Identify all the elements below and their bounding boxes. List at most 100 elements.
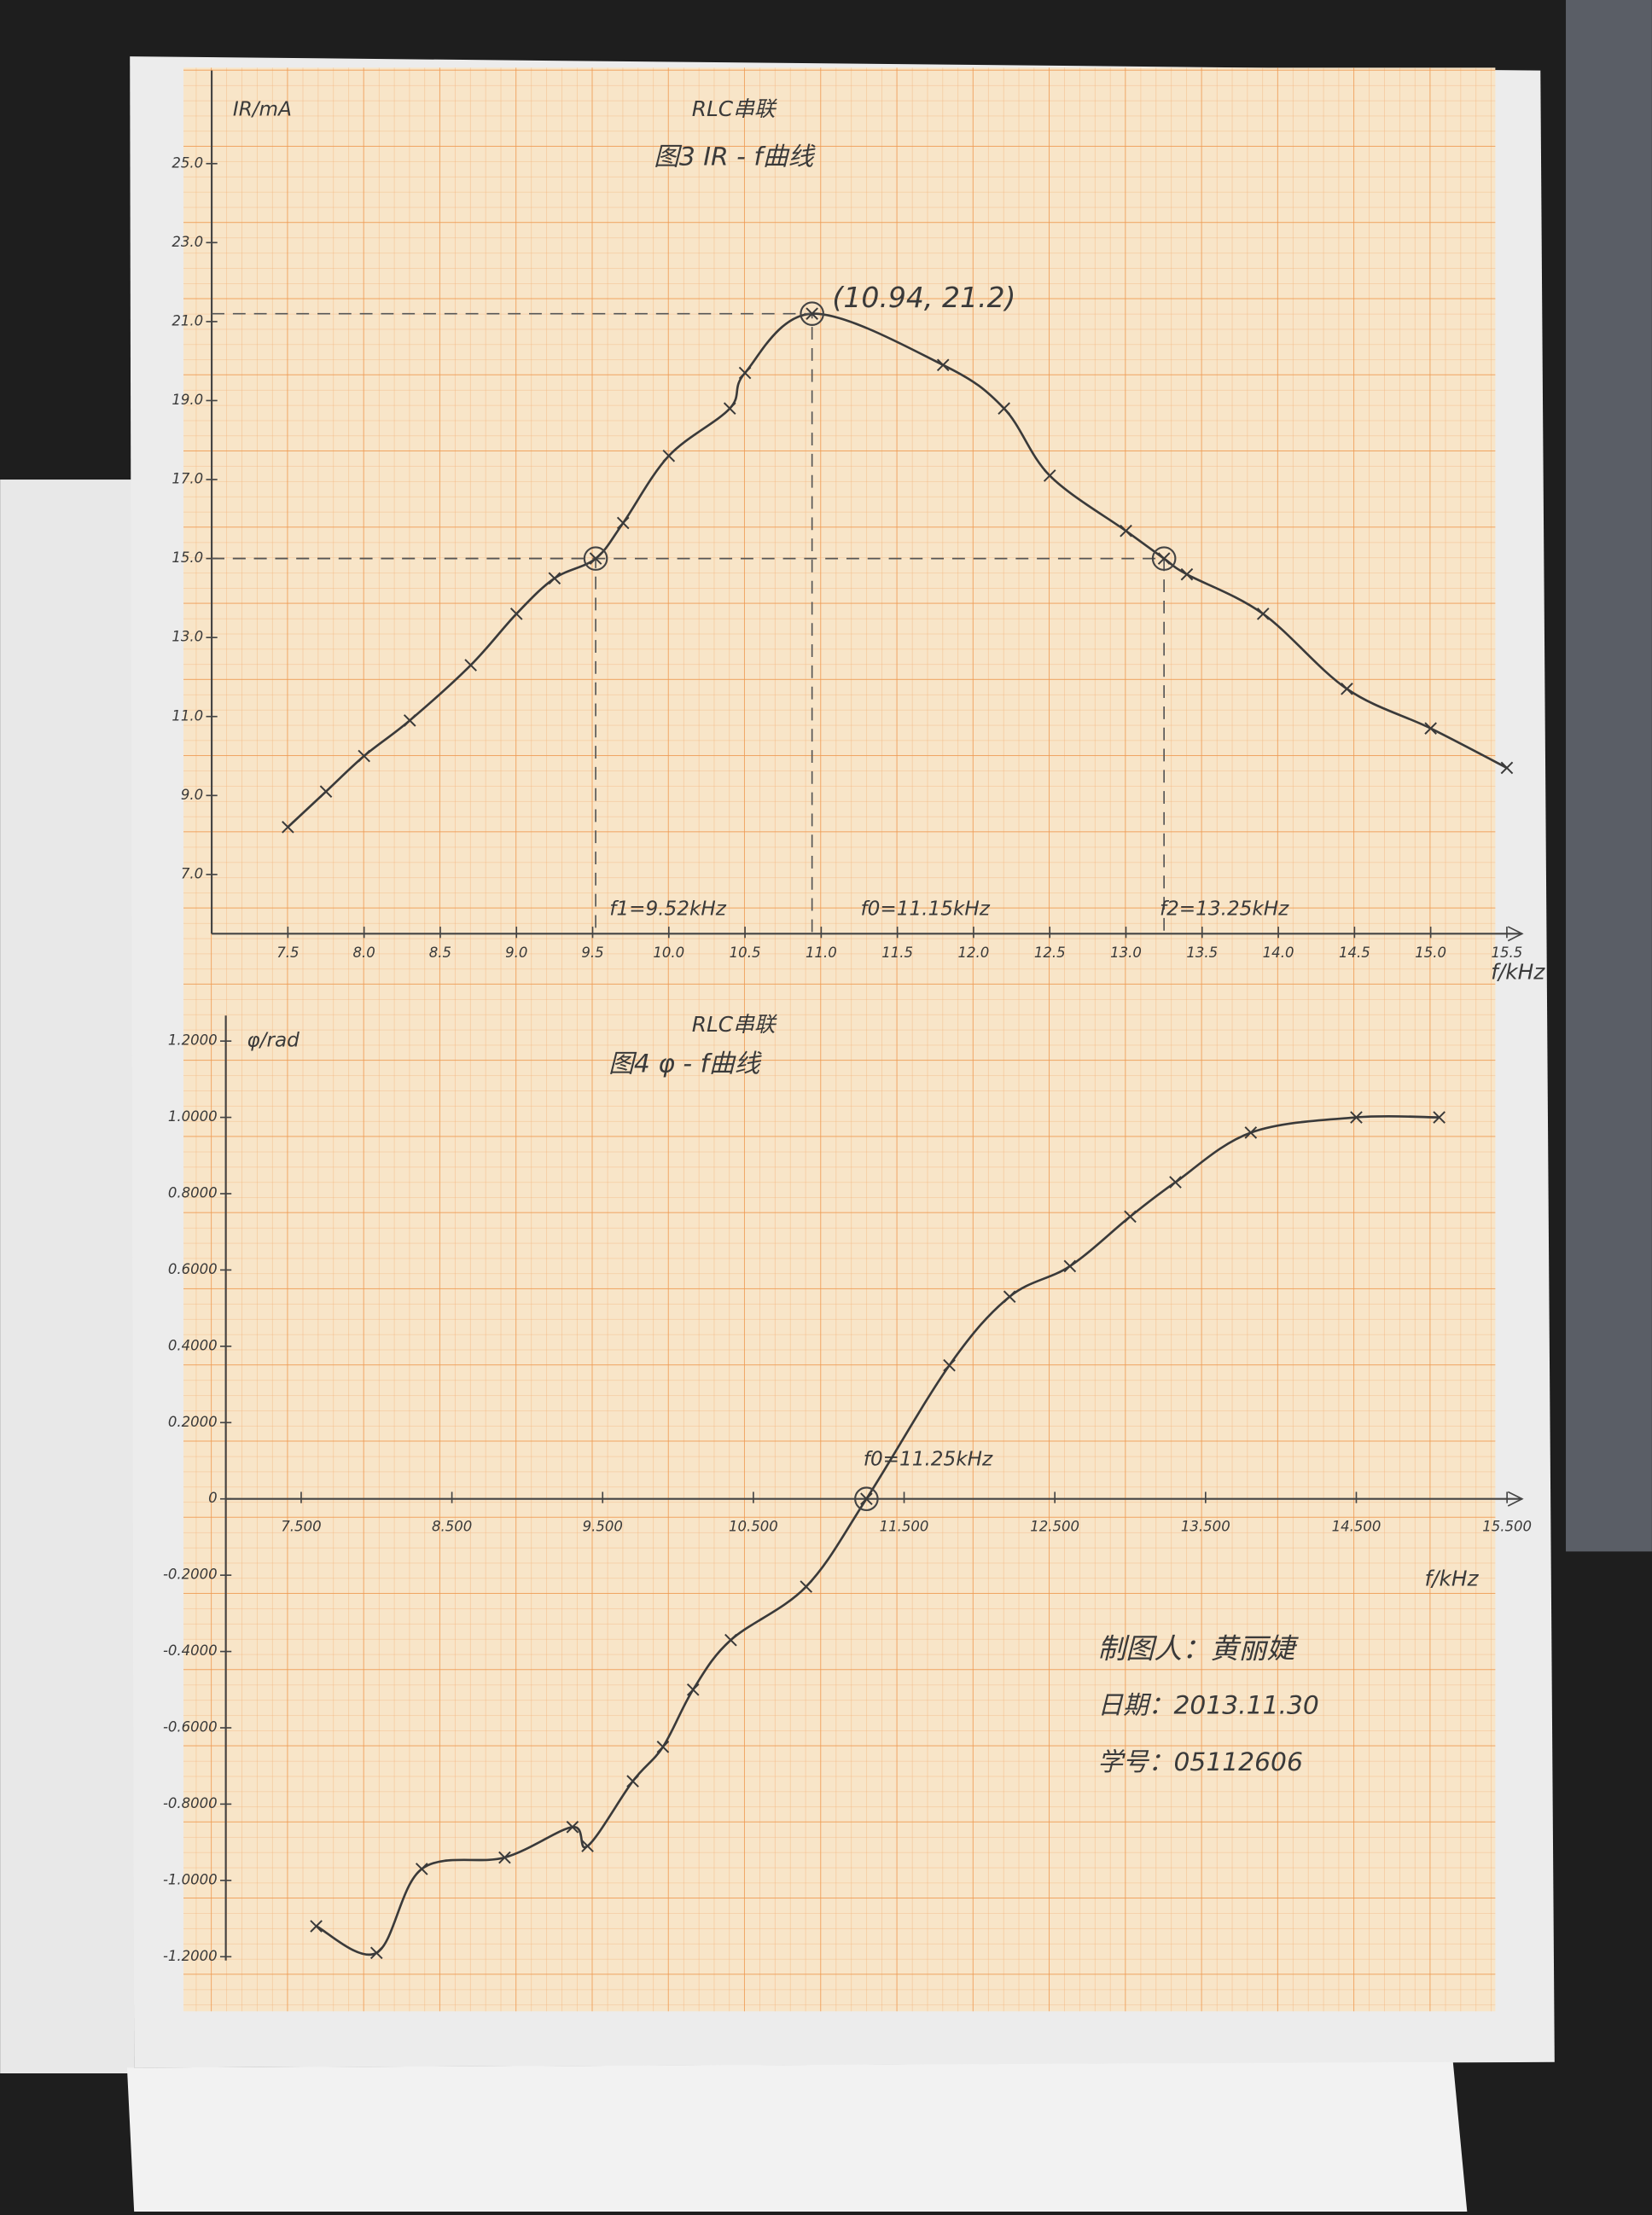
x-tick-label: 13.5 bbox=[1186, 945, 1218, 961]
chart-title: 图3 IR - f曲线 bbox=[654, 142, 816, 172]
annotation: f0=11.25kHz bbox=[864, 1448, 993, 1470]
point-cross bbox=[723, 402, 736, 416]
point-cross bbox=[509, 608, 523, 620]
point-cross bbox=[1063, 1259, 1077, 1273]
y-tick-label: 15.0 bbox=[172, 549, 203, 566]
x-tick-label: 12.5 bbox=[1034, 945, 1066, 961]
key-point bbox=[854, 1486, 879, 1512]
point-cross bbox=[1350, 1111, 1363, 1124]
key-point bbox=[1151, 546, 1177, 571]
y-tick-label: 17.0 bbox=[172, 471, 203, 487]
point-cross bbox=[415, 1863, 428, 1875]
x-tick-label: 15.500 bbox=[1482, 1518, 1532, 1534]
point-cross bbox=[589, 552, 602, 565]
y-axis-label: φ/rad bbox=[247, 1029, 300, 1051]
point-cross bbox=[1341, 683, 1353, 695]
y-tick-label: 7.0 bbox=[181, 865, 203, 881]
point-cross bbox=[1500, 761, 1514, 775]
y-tick-label: 13.0 bbox=[172, 629, 203, 645]
y-tick-label: -0.4000 bbox=[163, 1642, 218, 1659]
x-tick-label: 12.500 bbox=[1030, 1518, 1079, 1534]
y-tick-label: -0.6000 bbox=[163, 1719, 218, 1735]
y-axis-label: IR/mA bbox=[233, 98, 292, 120]
x-tick-label: 8.0 bbox=[353, 945, 375, 961]
paper-edge bbox=[0, 480, 135, 2074]
x-tick-label: 7.500 bbox=[281, 1518, 321, 1534]
point-cross bbox=[1003, 1290, 1016, 1304]
x-tick-label: 15.0 bbox=[1415, 945, 1446, 961]
point-cross bbox=[616, 516, 630, 530]
key-point bbox=[800, 301, 824, 326]
annotation: f0=11.15kHz bbox=[861, 898, 991, 921]
x-tick-label: 10.0 bbox=[653, 945, 684, 961]
point-cross bbox=[1244, 1126, 1258, 1139]
x-axis-arrow bbox=[1507, 926, 1524, 942]
x-axis-label: f/kHz bbox=[1491, 960, 1545, 985]
point-cross bbox=[498, 1851, 511, 1864]
keyboard bbox=[1566, 0, 1652, 1552]
key-point bbox=[583, 546, 608, 571]
signature: 制图人：黄丽婕 日期：2013.11.30 学号：05112606 bbox=[1097, 1632, 1319, 1777]
chart-title: 图4 φ - f曲线 bbox=[608, 1049, 763, 1079]
point-cross bbox=[806, 307, 818, 320]
signature-line: 日期：2013.11.30 bbox=[1097, 1691, 1319, 1721]
x-tick-label: 10.5 bbox=[730, 945, 761, 961]
point-cross bbox=[1256, 608, 1270, 620]
x-tick-label: 14.0 bbox=[1263, 945, 1294, 961]
annotation: f1=9.52kHz bbox=[609, 898, 727, 921]
point-cross bbox=[1433, 1111, 1446, 1124]
x-tick-label: 11.500 bbox=[880, 1518, 929, 1534]
point-cross bbox=[548, 572, 561, 585]
y-tick-label: 23.0 bbox=[172, 234, 203, 250]
x-tick-label: 11.5 bbox=[881, 945, 913, 961]
x-tick-label: 12.0 bbox=[958, 945, 990, 961]
y-tick-label: 21.0 bbox=[172, 312, 203, 328]
x-tick-label: 9.5 bbox=[581, 945, 603, 961]
y-tick-label: -0.8000 bbox=[163, 1795, 218, 1811]
chart-subtitle: RLC串联 bbox=[692, 96, 777, 121]
point-cross bbox=[943, 1358, 956, 1372]
y-tick-label: 1.0000 bbox=[168, 1108, 218, 1125]
y-tick-label: -1.0000 bbox=[163, 1871, 218, 1887]
point-cross bbox=[738, 366, 752, 380]
point-cross bbox=[1157, 552, 1171, 565]
x-tick-label: 9.500 bbox=[583, 1518, 623, 1534]
y-tick-label: 9.0 bbox=[181, 787, 203, 803]
x-tick-label: 11.0 bbox=[806, 945, 837, 961]
point-cross bbox=[566, 1820, 579, 1834]
point-cross bbox=[1169, 1176, 1182, 1189]
point-cross bbox=[800, 1580, 813, 1593]
x-axis-label: f/kHz bbox=[1424, 1566, 1479, 1590]
point-cross bbox=[282, 821, 294, 834]
point-cross bbox=[1180, 567, 1194, 581]
x-tick-label: 15.5 bbox=[1492, 945, 1523, 961]
point-cross bbox=[724, 1633, 737, 1647]
point-cross bbox=[358, 749, 370, 763]
point-cross bbox=[860, 1492, 873, 1506]
x-tick-label: 14.5 bbox=[1339, 945, 1370, 961]
table-sheet bbox=[126, 2061, 1468, 2212]
point-cross bbox=[936, 358, 950, 372]
x-tick-label: 8.500 bbox=[432, 1518, 472, 1534]
point-cross bbox=[403, 714, 416, 727]
x-tick-label: 7.5 bbox=[276, 945, 299, 961]
point-cross bbox=[310, 1920, 323, 1933]
point-cross bbox=[464, 659, 477, 671]
point-cross bbox=[1424, 722, 1437, 735]
y-tick-label: -1.2000 bbox=[163, 1948, 218, 1964]
chart-subtitle: RLC串联 bbox=[692, 1012, 777, 1037]
annotation: f2=13.25kHz bbox=[1160, 898, 1289, 921]
point-cross bbox=[1120, 524, 1132, 538]
point-cross bbox=[581, 1840, 594, 1852]
y-tick-label: 1.2000 bbox=[168, 1032, 218, 1049]
y-tick-label: 11.0 bbox=[172, 707, 203, 724]
y-tick-label: -0.2000 bbox=[163, 1567, 218, 1583]
signature-line: 学号：05112606 bbox=[1097, 1747, 1303, 1777]
annotation: (10.94, 21.2) bbox=[832, 281, 1015, 314]
y-tick-label: 0.2000 bbox=[168, 1414, 218, 1430]
point-cross bbox=[369, 1946, 383, 1960]
y-tick-label: 0.4000 bbox=[168, 1337, 218, 1353]
